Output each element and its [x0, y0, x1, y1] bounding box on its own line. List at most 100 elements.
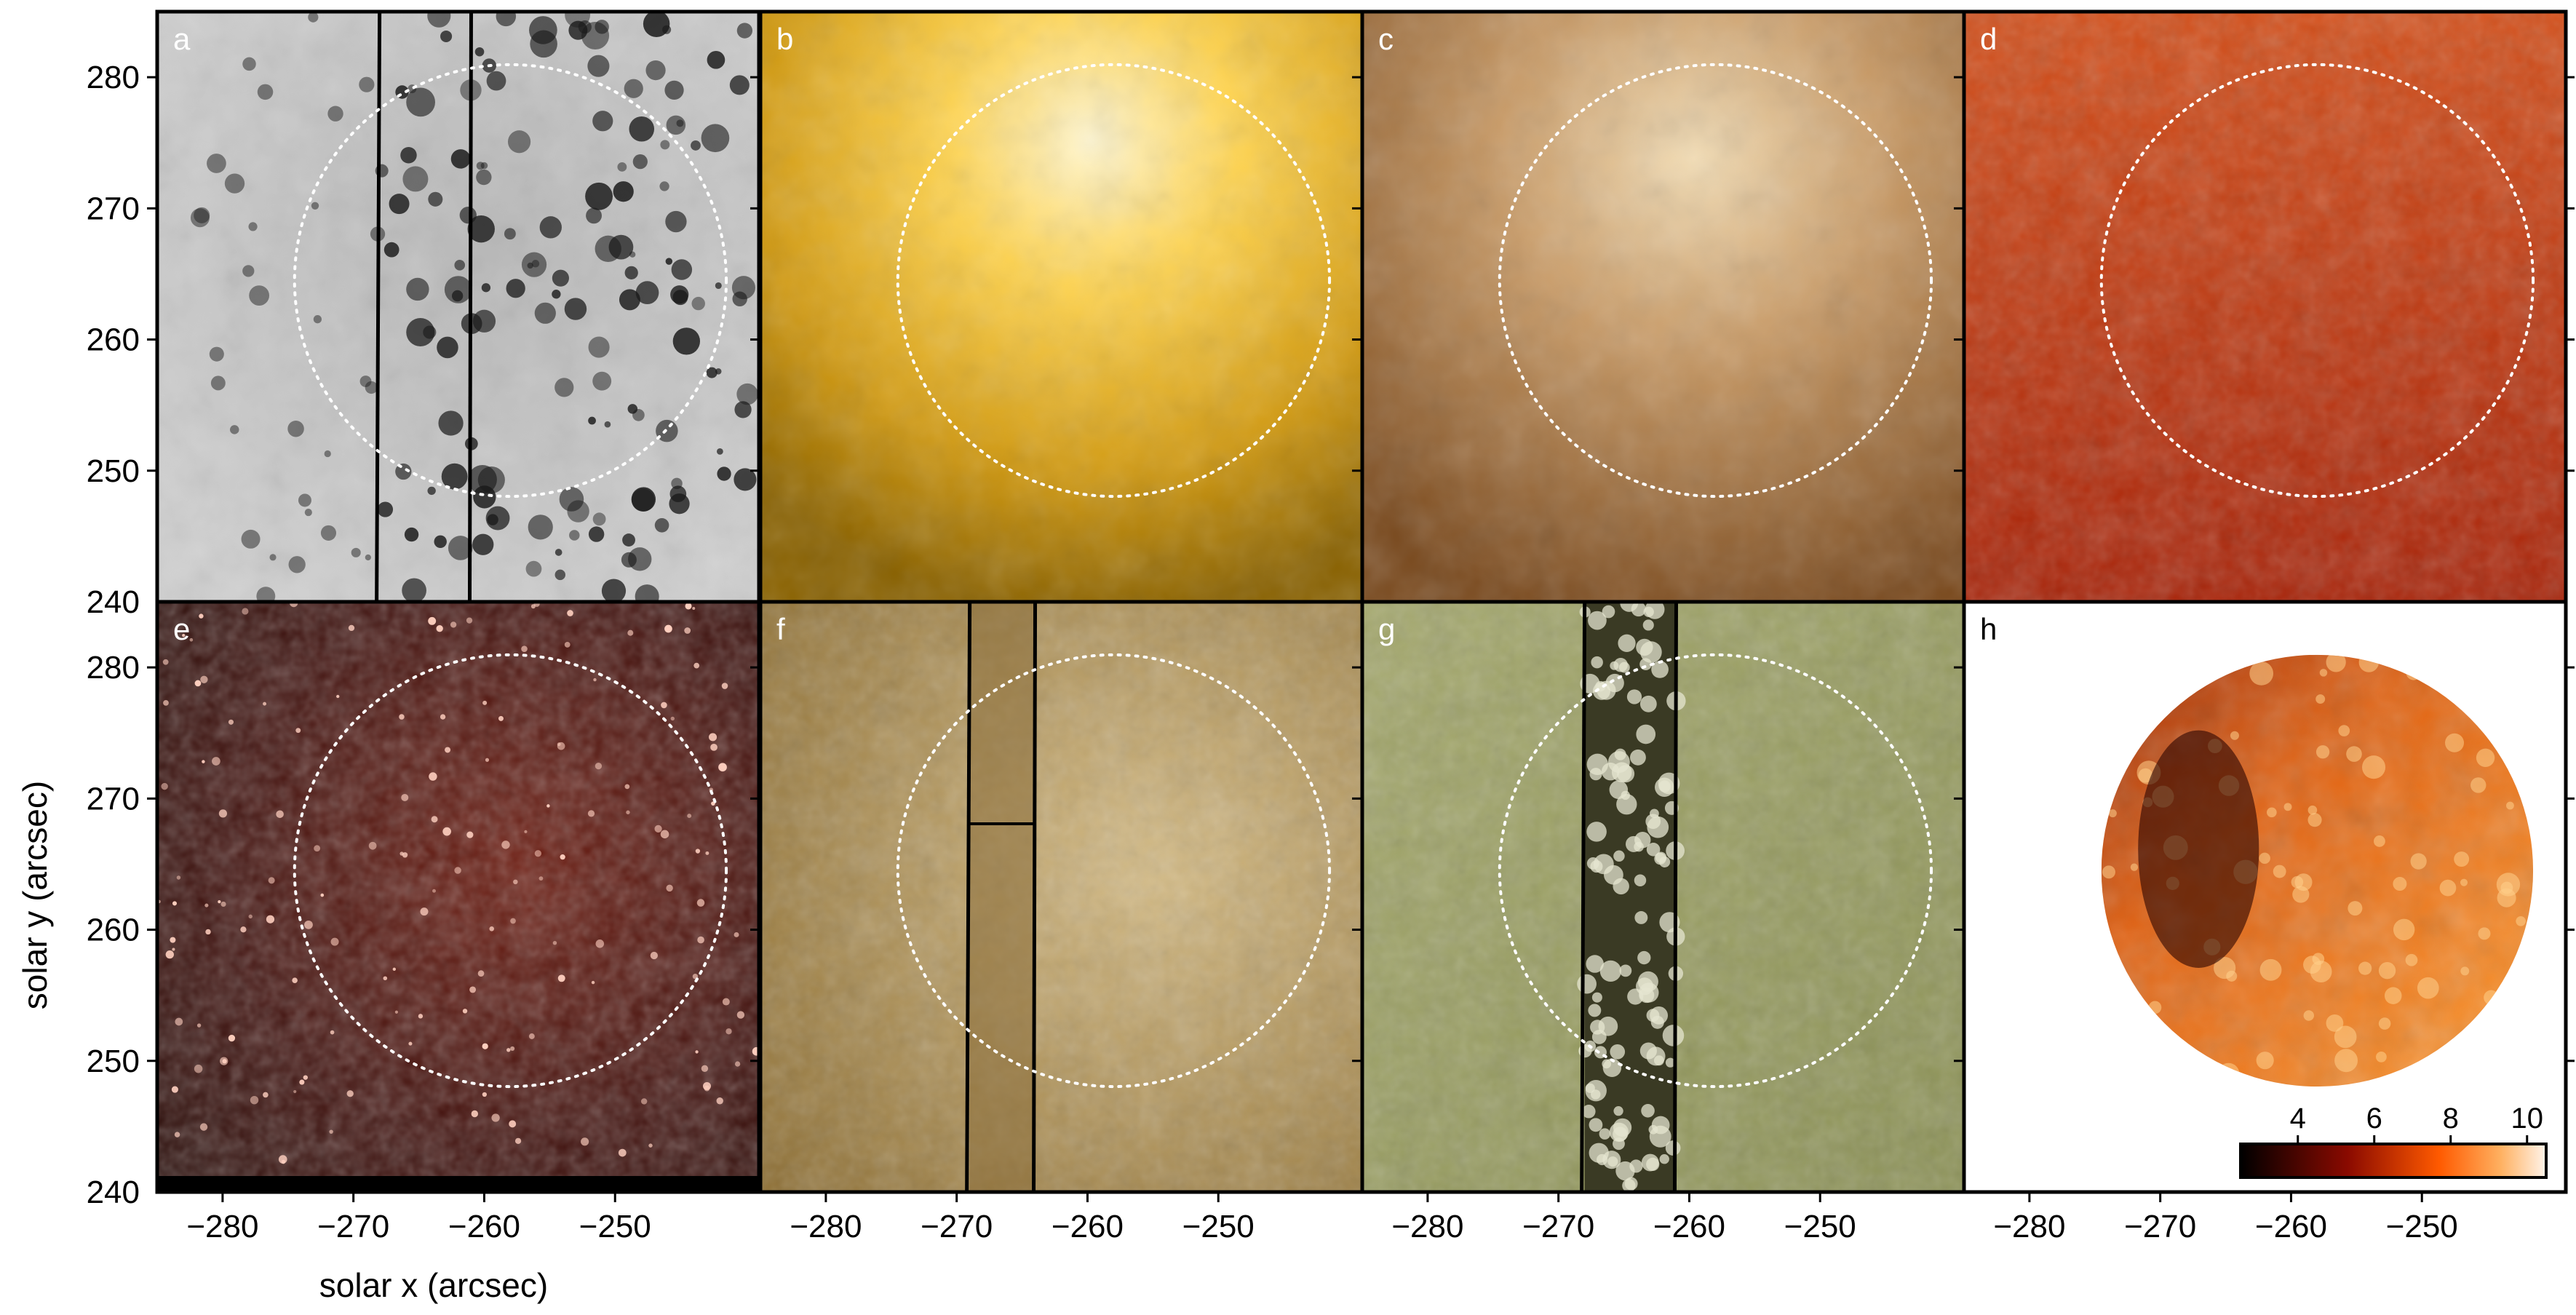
network-blob — [604, 421, 611, 428]
bright-point — [477, 970, 485, 977]
network-blob — [672, 327, 701, 355]
masked-disk — [2101, 654, 2534, 1087]
bright-point — [485, 758, 490, 762]
network-blob — [729, 75, 750, 95]
bright-point — [695, 1050, 699, 1054]
network-blob — [298, 493, 311, 507]
bright-point — [196, 1023, 202, 1028]
bright-point — [482, 1043, 488, 1049]
granule — [1599, 1128, 1611, 1140]
network-blob — [529, 16, 557, 44]
network-blob — [592, 512, 606, 526]
network-blob — [304, 509, 312, 517]
bright-point — [295, 728, 301, 734]
network-blob — [715, 282, 722, 290]
panel-g: g — [1352, 600, 1973, 1202]
granule — [1653, 1055, 1664, 1066]
region-circle — [293, 653, 728, 1089]
network-blob — [288, 556, 306, 573]
y-tick-label: 280 — [87, 60, 140, 95]
x-tick-label: −270 — [317, 1209, 389, 1244]
bright-point — [314, 845, 321, 852]
bright-point — [510, 918, 516, 924]
granule — [1613, 1106, 1623, 1116]
network-blob — [504, 228, 516, 240]
bright-point — [330, 1030, 335, 1035]
granule — [1636, 977, 1654, 996]
panel-f: f — [750, 600, 1371, 1202]
network-blob — [402, 166, 429, 192]
network-blob — [207, 154, 226, 173]
bright-point — [212, 757, 220, 766]
bright-point — [716, 1097, 723, 1105]
bright-point — [205, 929, 211, 935]
bright-point — [218, 900, 221, 904]
bright-point — [320, 893, 325, 897]
bright-point — [268, 877, 275, 884]
y-axis-title: solar y (arcsec) — [16, 781, 54, 1009]
bright-point — [661, 702, 667, 709]
network-blob — [459, 207, 477, 224]
granule — [1646, 1157, 1660, 1172]
granule — [1615, 1161, 1635, 1181]
granule — [1639, 658, 1652, 671]
panel-d-grain — [1964, 12, 2566, 602]
network-blob — [383, 242, 399, 258]
network-blob — [496, 12, 517, 27]
network-blob — [402, 578, 426, 602]
network-blob — [486, 71, 506, 91]
bright-point — [304, 920, 313, 929]
network-blob — [474, 47, 485, 57]
network-blob — [716, 448, 723, 455]
bright-point — [704, 1085, 710, 1092]
granule — [1602, 1151, 1621, 1169]
granule — [1597, 680, 1616, 700]
bright-point — [263, 1092, 269, 1098]
granule — [1665, 1057, 1676, 1068]
bright-point — [175, 1017, 183, 1026]
granule — [1585, 1080, 1607, 1102]
granule — [1599, 960, 1621, 982]
granule — [1634, 911, 1648, 924]
granule — [1586, 822, 1607, 842]
panel-h-frame — [1962, 600, 2568, 1194]
bright-point — [624, 784, 630, 790]
network-blob — [629, 251, 636, 258]
granule — [1631, 602, 1646, 617]
bright-point — [172, 947, 175, 951]
network-blob — [732, 291, 747, 306]
network-blob — [427, 486, 436, 496]
x-tick-label: −280 — [186, 1209, 258, 1244]
bright-point — [721, 683, 728, 689]
x-tick-label: −260 — [448, 1209, 520, 1244]
network-blob — [691, 296, 705, 311]
bright-point — [510, 1046, 515, 1051]
network-blob — [588, 526, 605, 542]
bright-point — [431, 816, 438, 823]
colorbar-tick-label: 6 — [2366, 1103, 2382, 1135]
network-blob — [506, 279, 525, 298]
slit-line — [1032, 602, 1038, 1192]
slit-line — [467, 12, 473, 602]
network-blob — [534, 302, 556, 324]
bright-point — [432, 889, 436, 893]
bright-point — [442, 827, 451, 836]
network-blob — [595, 235, 621, 263]
network-blob — [578, 20, 592, 34]
bright-point — [546, 804, 550, 808]
x-tick-label: −260 — [1653, 1209, 1725, 1244]
network-blob — [552, 290, 561, 299]
granule — [1621, 790, 1630, 800]
bright-point — [687, 814, 692, 819]
y-tick-label: 280 — [87, 650, 140, 686]
network-blob — [669, 493, 690, 515]
granule — [1588, 1004, 1602, 1017]
network-blob — [539, 216, 562, 239]
network-blob — [308, 12, 319, 23]
network-blob — [327, 106, 343, 122]
panel-label-g: g — [1378, 612, 1395, 646]
network-blob — [287, 420, 304, 437]
granule — [1641, 1104, 1655, 1118]
bright-point — [521, 645, 528, 652]
bright-point — [418, 1014, 424, 1019]
